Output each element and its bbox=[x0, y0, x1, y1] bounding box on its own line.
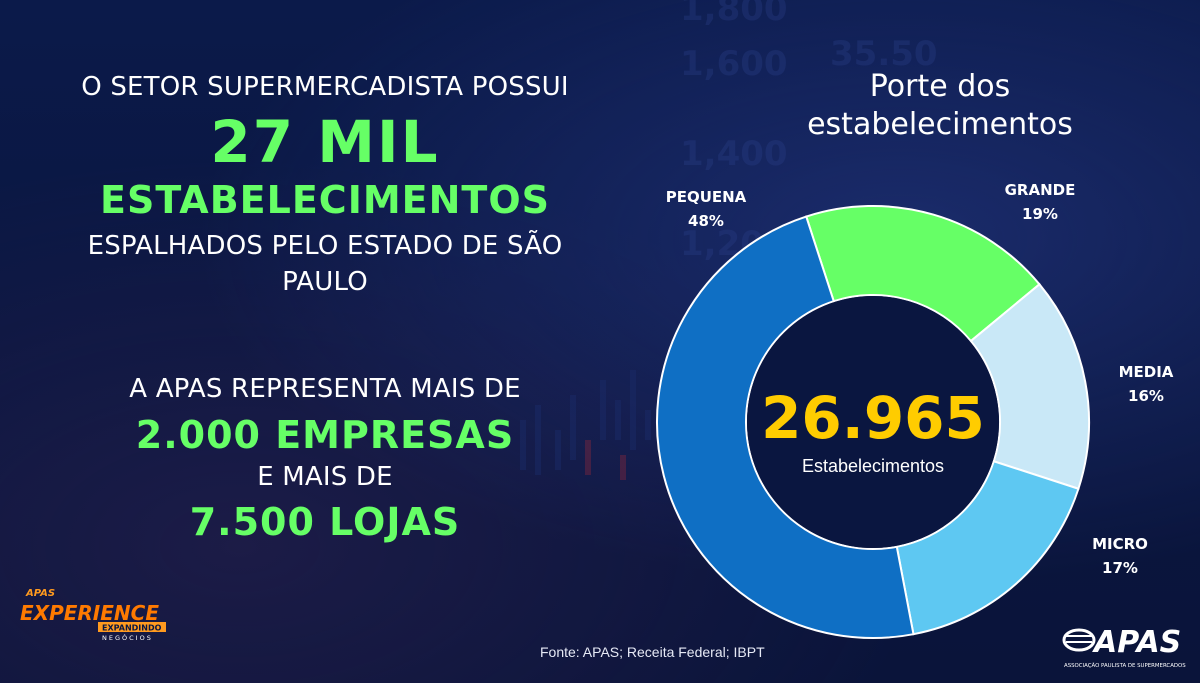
apas-experience-logo: APAS EXPERIENCE EXPANDINDO NEGÓCIOS bbox=[20, 588, 166, 642]
experience-logo-sub: NEGÓCIOS bbox=[102, 633, 153, 642]
apas-represents-text: A APAS REPRESENTA MAIS DE bbox=[129, 374, 521, 404]
donut-slice-grande bbox=[804, 205, 1041, 343]
center-total-label: Estabelecimentos bbox=[802, 456, 944, 476]
experience-logo-top: APAS bbox=[25, 588, 55, 599]
spread-text: ESPALHADOS PELO ESTADO DE SÃO PAULO bbox=[87, 231, 563, 297]
slice-value-grande: 19% bbox=[1022, 205, 1058, 223]
slice-value-micro: 17% bbox=[1102, 559, 1138, 577]
experience-logo-tag: EXPANDINDO bbox=[102, 624, 162, 633]
center-total-value: 26.965 bbox=[761, 384, 985, 452]
companies-count: 2.000 EMPRESAS bbox=[135, 413, 515, 457]
slice-label-pequena: PEQUENA bbox=[666, 188, 747, 206]
stores-count: 7.500 LOJAS bbox=[189, 500, 461, 544]
slice-value-media: 16% bbox=[1128, 387, 1164, 405]
headline-number: 27 MIL bbox=[210, 108, 440, 176]
experience-logo-word: EXPERIENCE bbox=[20, 601, 159, 625]
chart-title: Porte dos estabelecimentos bbox=[807, 69, 1073, 142]
slice-value-pequena: 48% bbox=[688, 212, 724, 230]
slice-label-micro: MICRO bbox=[1092, 535, 1148, 553]
apas-logo-sub: ASSOCIAÇÃO PAULISTA DE SUPERMERCADOS bbox=[1064, 662, 1186, 669]
slice-label-grande: GRANDE bbox=[1005, 181, 1076, 199]
apas-logo: APAS ASSOCIAÇÃO PAULISTA DE SUPERMERCADO… bbox=[1062, 625, 1186, 669]
apas-logo-word: APAS bbox=[1092, 625, 1181, 660]
donut-center bbox=[747, 296, 999, 548]
slice-label-media: MEDIA bbox=[1119, 363, 1174, 381]
intro-text: O SETOR SUPERMERCADISTA POSSUI bbox=[81, 72, 569, 102]
and-more-text: E MAIS DE bbox=[257, 462, 393, 492]
headline-word: ESTABELECIMENTOS bbox=[100, 178, 550, 222]
source-note: Fonte: APAS; Receita Federal; IBPT bbox=[540, 644, 765, 660]
donut-slice-pequena bbox=[656, 215, 915, 639]
